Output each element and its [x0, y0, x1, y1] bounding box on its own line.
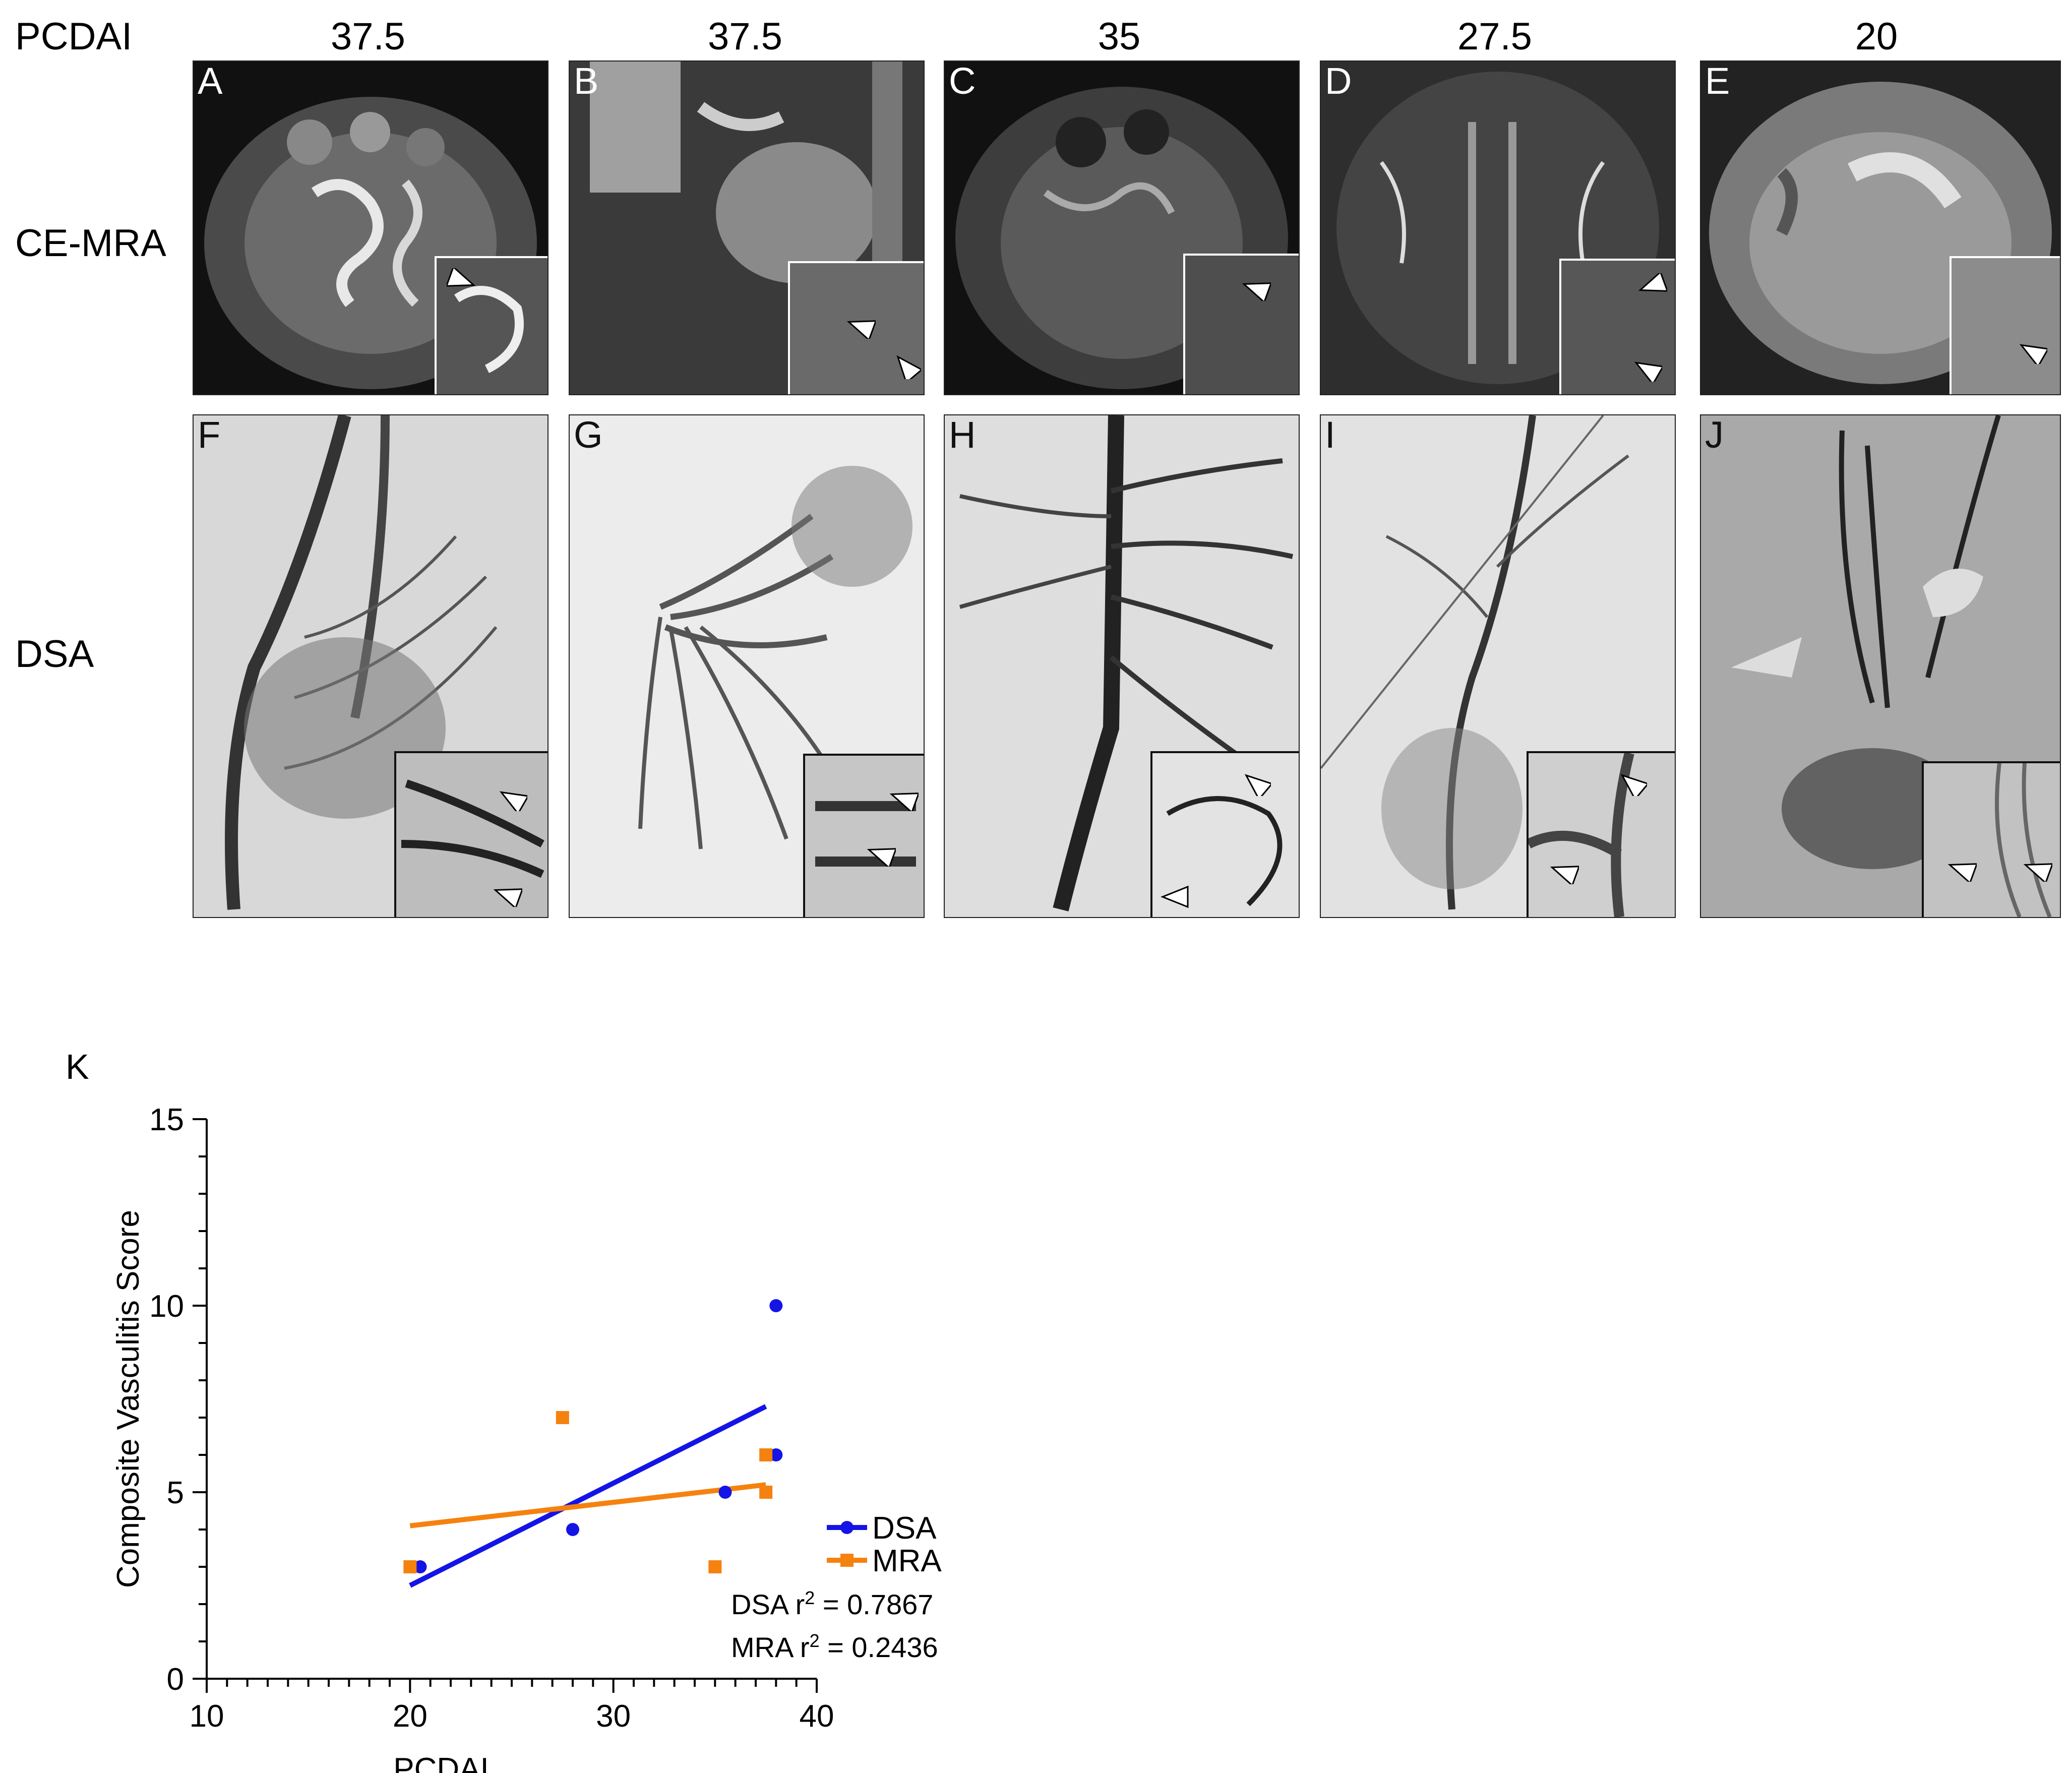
- panel-letter-k: K: [66, 1047, 89, 1086]
- legend-marker: [840, 1554, 854, 1567]
- panel-letter-j: J: [1705, 414, 1724, 456]
- inset-a: [435, 256, 547, 394]
- y-tick-label: 0: [167, 1662, 184, 1697]
- mra-point: [759, 1486, 773, 1499]
- panel-letter-f: F: [198, 414, 221, 456]
- dsa-fit-line: [409, 1404, 767, 1588]
- x-tick-label: 10: [190, 1699, 224, 1734]
- arrowhead-icon: [1242, 282, 1271, 301]
- scatter-chart-k: K 10 20 30 40 0 5 10 15 PCDAI Composite Vasculiti…: [66, 1047, 942, 1773]
- arrowhead-icon: [2023, 863, 2052, 882]
- arrowhead-icon: [1638, 273, 1667, 292]
- r-squared-annotations: DSA r2 = 0.7867 MRA r2 = 0.2436: [731, 1587, 938, 1664]
- mra-fit-line: [409, 1482, 766, 1529]
- arrowhead-icon: [447, 268, 476, 287]
- dsa-point: [413, 1560, 427, 1573]
- y-tick-label: 15: [149, 1103, 184, 1137]
- arrowhead-icon: [499, 791, 527, 811]
- inset-j: [1922, 761, 2060, 917]
- dsa-panel-h: H: [944, 414, 1300, 918]
- dsa-panel-f: F: [193, 414, 549, 918]
- dsa-panel-g: G: [569, 414, 925, 918]
- panel-letter-c: C: [949, 60, 976, 102]
- mra-panel-b: B: [569, 60, 925, 395]
- mra-point: [759, 1448, 773, 1461]
- arrowhead-icon: [846, 320, 876, 339]
- y-tick-label: 10: [149, 1289, 184, 1324]
- dsa-point: [566, 1523, 579, 1536]
- dsa-point: [769, 1299, 783, 1312]
- mra-point: [556, 1411, 569, 1424]
- arrowhead-icon: [867, 848, 896, 867]
- inset-e: [1949, 256, 2060, 394]
- dsa-panel-i: I: [1320, 414, 1676, 918]
- pcdai-row-header: PCDAI: [15, 15, 133, 58]
- pcdai-score-b: 37.5: [708, 15, 782, 58]
- mra-panel-c: C: [944, 60, 1300, 395]
- x-tick-label: 30: [596, 1699, 631, 1734]
- inset-d: [1559, 259, 1675, 394]
- dsa-image-h: [945, 415, 1299, 917]
- dsa-panel-j: J: [1700, 414, 2061, 918]
- legend-label: MRA: [872, 1544, 942, 1578]
- inset-g: [803, 754, 924, 917]
- inset-h: [1150, 751, 1299, 917]
- panel-letter-a: A: [198, 60, 223, 102]
- x-tick-label: 20: [393, 1699, 428, 1734]
- arrowhead-icon: [889, 792, 919, 811]
- pcdai-score-e: 20: [1855, 15, 1898, 58]
- panel-letter-h: H: [949, 414, 976, 456]
- y-tick-label: 5: [167, 1476, 184, 1510]
- dsa-point: [769, 1448, 783, 1461]
- r-squared-annotation: MRA r2 = 0.2436: [731, 1630, 938, 1664]
- cemra-row-label: CE-MRA: [15, 222, 166, 265]
- panel-letter-b: B: [574, 60, 599, 102]
- mra-image-e: [1701, 62, 2060, 394]
- arrowhead-icon: [2019, 344, 2047, 364]
- mra-point: [708, 1560, 722, 1573]
- arrowhead-icon: [1550, 866, 1579, 884]
- arrowhead-icon: [896, 355, 921, 379]
- panel-letter-d: D: [1325, 60, 1352, 102]
- panel-letter-g: G: [574, 414, 603, 456]
- inset-b: [788, 261, 924, 394]
- pcdai-score-c: 35: [1098, 15, 1141, 58]
- mra-panel-e: E: [1700, 60, 2061, 395]
- legend-label: DSA: [872, 1511, 937, 1546]
- r-squared-annotation: DSA r2 = 0.7867: [731, 1587, 933, 1621]
- x-axis-label: PCDAI: [393, 1752, 489, 1773]
- arrowhead-icon: [1947, 863, 1977, 882]
- mra-panel-a: A: [193, 60, 549, 395]
- arrowhead-icon: [1620, 774, 1647, 796]
- pcdai-score-d: 27.5: [1457, 15, 1532, 58]
- pcdai-score-a: 37.5: [331, 15, 405, 58]
- mra-point: [403, 1560, 417, 1573]
- chart-axes: 10 20 30 40 0 5 10 15 PCDAI Composite Vasculitis …: [111, 1103, 834, 1773]
- panel-letter-i: I: [1325, 414, 1335, 456]
- inset-c: [1183, 254, 1299, 394]
- arrowhead-icon: [493, 888, 522, 907]
- legend-marker: [840, 1521, 854, 1534]
- x-tick-label: 40: [800, 1699, 834, 1734]
- inset-i: [1527, 751, 1675, 917]
- mra-panel-d: D: [1320, 60, 1676, 395]
- arrowhead-icon: [1244, 774, 1271, 796]
- arrowhead-icon: [1160, 885, 1189, 908]
- data-points: [403, 1299, 783, 1573]
- inset-f: [394, 751, 547, 917]
- arrowhead-icon: [1634, 361, 1662, 382]
- dsa-row-label: DSA: [15, 633, 94, 676]
- y-axis-label: Composite Vasculitis Score: [111, 1210, 146, 1588]
- dsa-point: [718, 1486, 732, 1499]
- panel-letter-e: E: [1705, 60, 1730, 102]
- fit-lines: [409, 1404, 767, 1588]
